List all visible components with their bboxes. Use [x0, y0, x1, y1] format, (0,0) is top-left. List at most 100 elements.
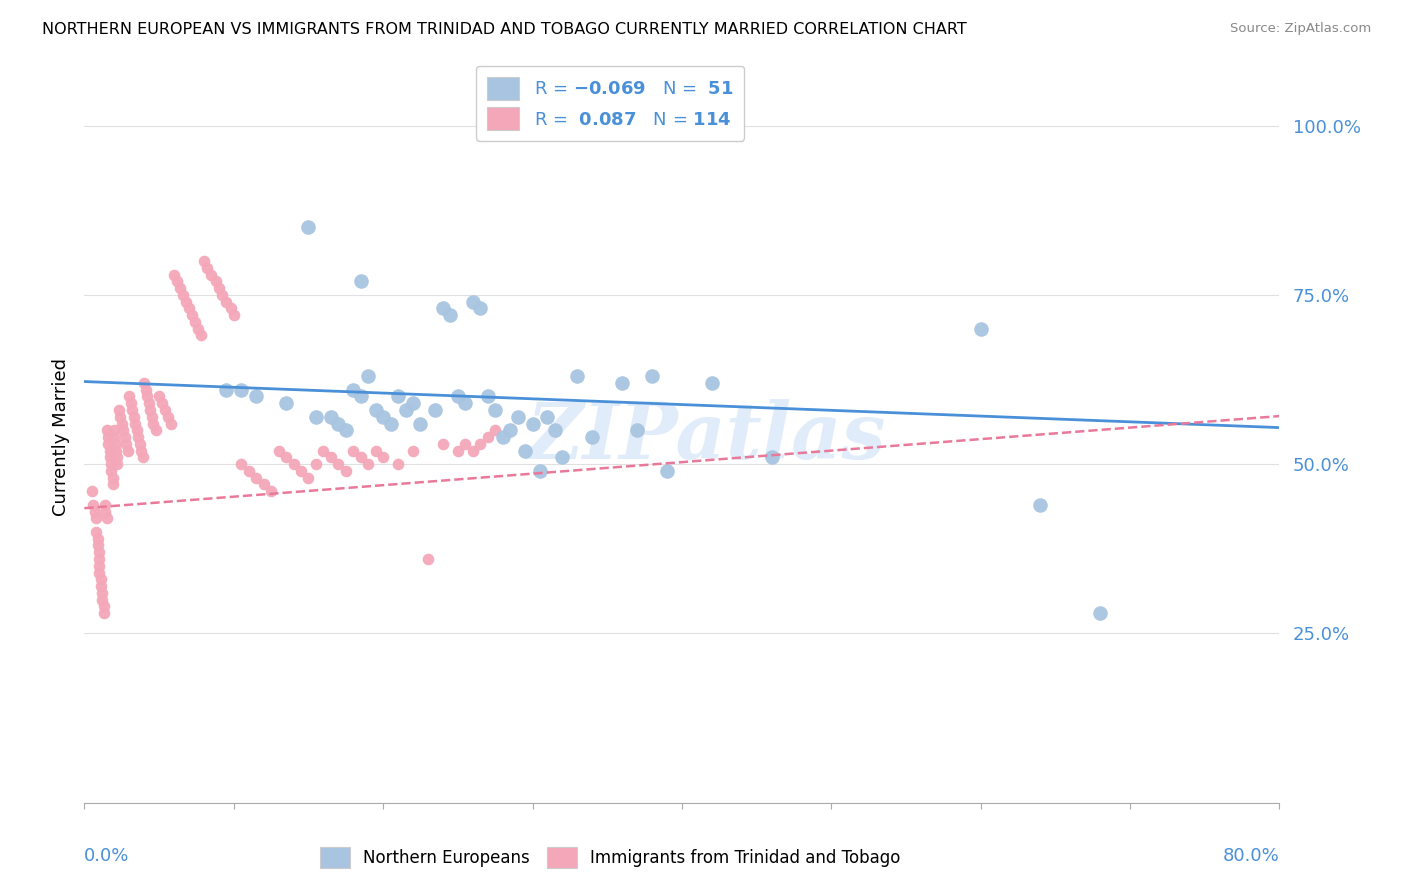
Point [290, 464, 312, 478]
Point [132, 376, 156, 390]
Point [447, 443, 470, 458]
Point [89, 552, 111, 566]
Point [544, 423, 567, 437]
Point [581, 430, 603, 444]
Point [115, 437, 138, 451]
Point [394, 403, 416, 417]
Point [425, 403, 447, 417]
Point [484, 423, 506, 437]
Point [111, 417, 134, 431]
Point [97, 430, 120, 444]
Point [439, 308, 461, 322]
Point [121, 403, 143, 417]
Legend: Northern Europeans, Immigrants from Trinidad and Tobago: Northern Europeans, Immigrants from Trin… [314, 840, 907, 875]
Point [195, 260, 218, 275]
Point [305, 409, 328, 424]
Point [215, 383, 238, 397]
Point [499, 423, 522, 437]
Point [148, 389, 170, 403]
Point [454, 437, 477, 451]
Point [104, 443, 127, 458]
Point [205, 274, 228, 288]
Point [492, 430, 515, 444]
Point [174, 294, 197, 309]
Point [328, 417, 350, 431]
Point [98, 443, 121, 458]
Point [219, 301, 242, 316]
Point [181, 308, 204, 322]
Point [477, 430, 499, 444]
Point [90, 579, 112, 593]
Point [335, 423, 357, 437]
Point [297, 471, 319, 485]
Point [513, 443, 536, 458]
Point [274, 450, 297, 465]
Point [94, 505, 117, 519]
Point [100, 457, 122, 471]
Point [160, 417, 183, 431]
Point [380, 417, 402, 431]
Point [208, 281, 231, 295]
Point [93, 606, 115, 620]
Point [1029, 498, 1052, 512]
Point [364, 403, 387, 417]
Point [402, 396, 425, 410]
Point [319, 450, 342, 465]
Point [529, 119, 551, 133]
Point [305, 457, 328, 471]
Point [350, 389, 373, 403]
Point [373, 409, 395, 424]
Point [357, 457, 380, 471]
Point [138, 396, 160, 410]
Point [103, 430, 125, 444]
Point [135, 383, 157, 397]
Point [96, 423, 118, 437]
Point [522, 417, 544, 431]
Point [172, 288, 194, 302]
Point [484, 403, 506, 417]
Point [260, 484, 283, 499]
Point [387, 389, 409, 403]
Point [283, 457, 305, 471]
Point [100, 464, 122, 478]
Point [416, 552, 439, 566]
Point [454, 396, 477, 410]
Point [626, 423, 648, 437]
Point [253, 477, 276, 491]
Point [122, 409, 145, 424]
Point [470, 301, 492, 316]
Point [145, 423, 167, 437]
Point [142, 417, 165, 431]
Point [761, 450, 783, 465]
Point [177, 301, 200, 316]
Point [117, 443, 139, 458]
Point [131, 450, 153, 465]
Point [105, 450, 128, 465]
Point [245, 471, 267, 485]
Point [641, 369, 664, 384]
Point [101, 477, 124, 491]
Text: ZIPatlas: ZIPatlas [526, 399, 886, 475]
Point [529, 464, 551, 478]
Point [89, 545, 111, 559]
Point [103, 423, 125, 437]
Point [432, 437, 454, 451]
Point [373, 450, 395, 465]
Text: Source: ZipAtlas.com: Source: ZipAtlas.com [1230, 22, 1371, 36]
Point [364, 443, 387, 458]
Point [655, 464, 678, 478]
Point [970, 322, 993, 336]
Point [342, 383, 364, 397]
Point [461, 443, 484, 458]
Point [110, 409, 132, 424]
Point [506, 409, 529, 424]
Point [245, 389, 267, 403]
Point [342, 443, 364, 458]
Point [297, 220, 319, 235]
Point [82, 498, 104, 512]
Point [274, 396, 297, 410]
Point [112, 423, 135, 437]
Point [80, 484, 103, 499]
Point [83, 505, 105, 519]
Point [96, 511, 118, 525]
